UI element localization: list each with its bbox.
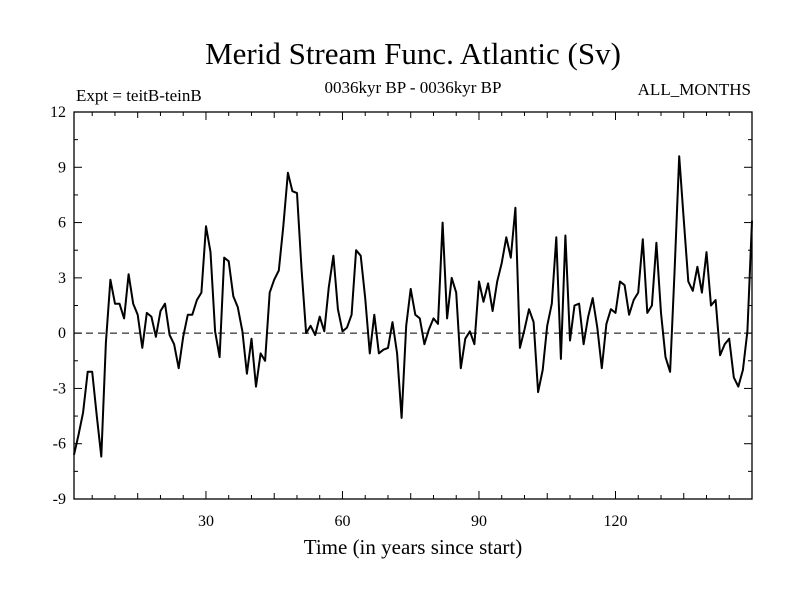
y-tick-label: 12 — [50, 104, 66, 121]
x-tick-label: 60 — [334, 513, 350, 530]
x-axis: 30 60 90 120 — [91, 112, 730, 530]
y-tick-label: 6 — [58, 215, 66, 232]
months-label: ALL_MONTHS — [638, 80, 751, 99]
y-tick-label: -9 — [53, 491, 66, 508]
y-tick-label: 0 — [58, 325, 66, 342]
x-axis-label: Time (in years since start) — [304, 535, 523, 559]
x-tick-label: 90 — [471, 513, 487, 530]
experiment-label: Expt = teitB-teinB — [76, 86, 202, 105]
x-tick-label: 120 — [603, 513, 627, 530]
series-line — [73, 155, 753, 458]
x-tick-label: 30 — [198, 513, 214, 530]
y-tick-label: 9 — [58, 159, 66, 176]
chart-title: Merid Stream Func. Atlantic (Sv) — [205, 36, 621, 71]
y-tick-label: -6 — [53, 436, 66, 453]
y-tick-label: 3 — [58, 270, 66, 287]
period-label: 0036kyr BP - 0036kyr BP — [325, 78, 502, 97]
y-tick-label: -3 — [53, 380, 66, 397]
